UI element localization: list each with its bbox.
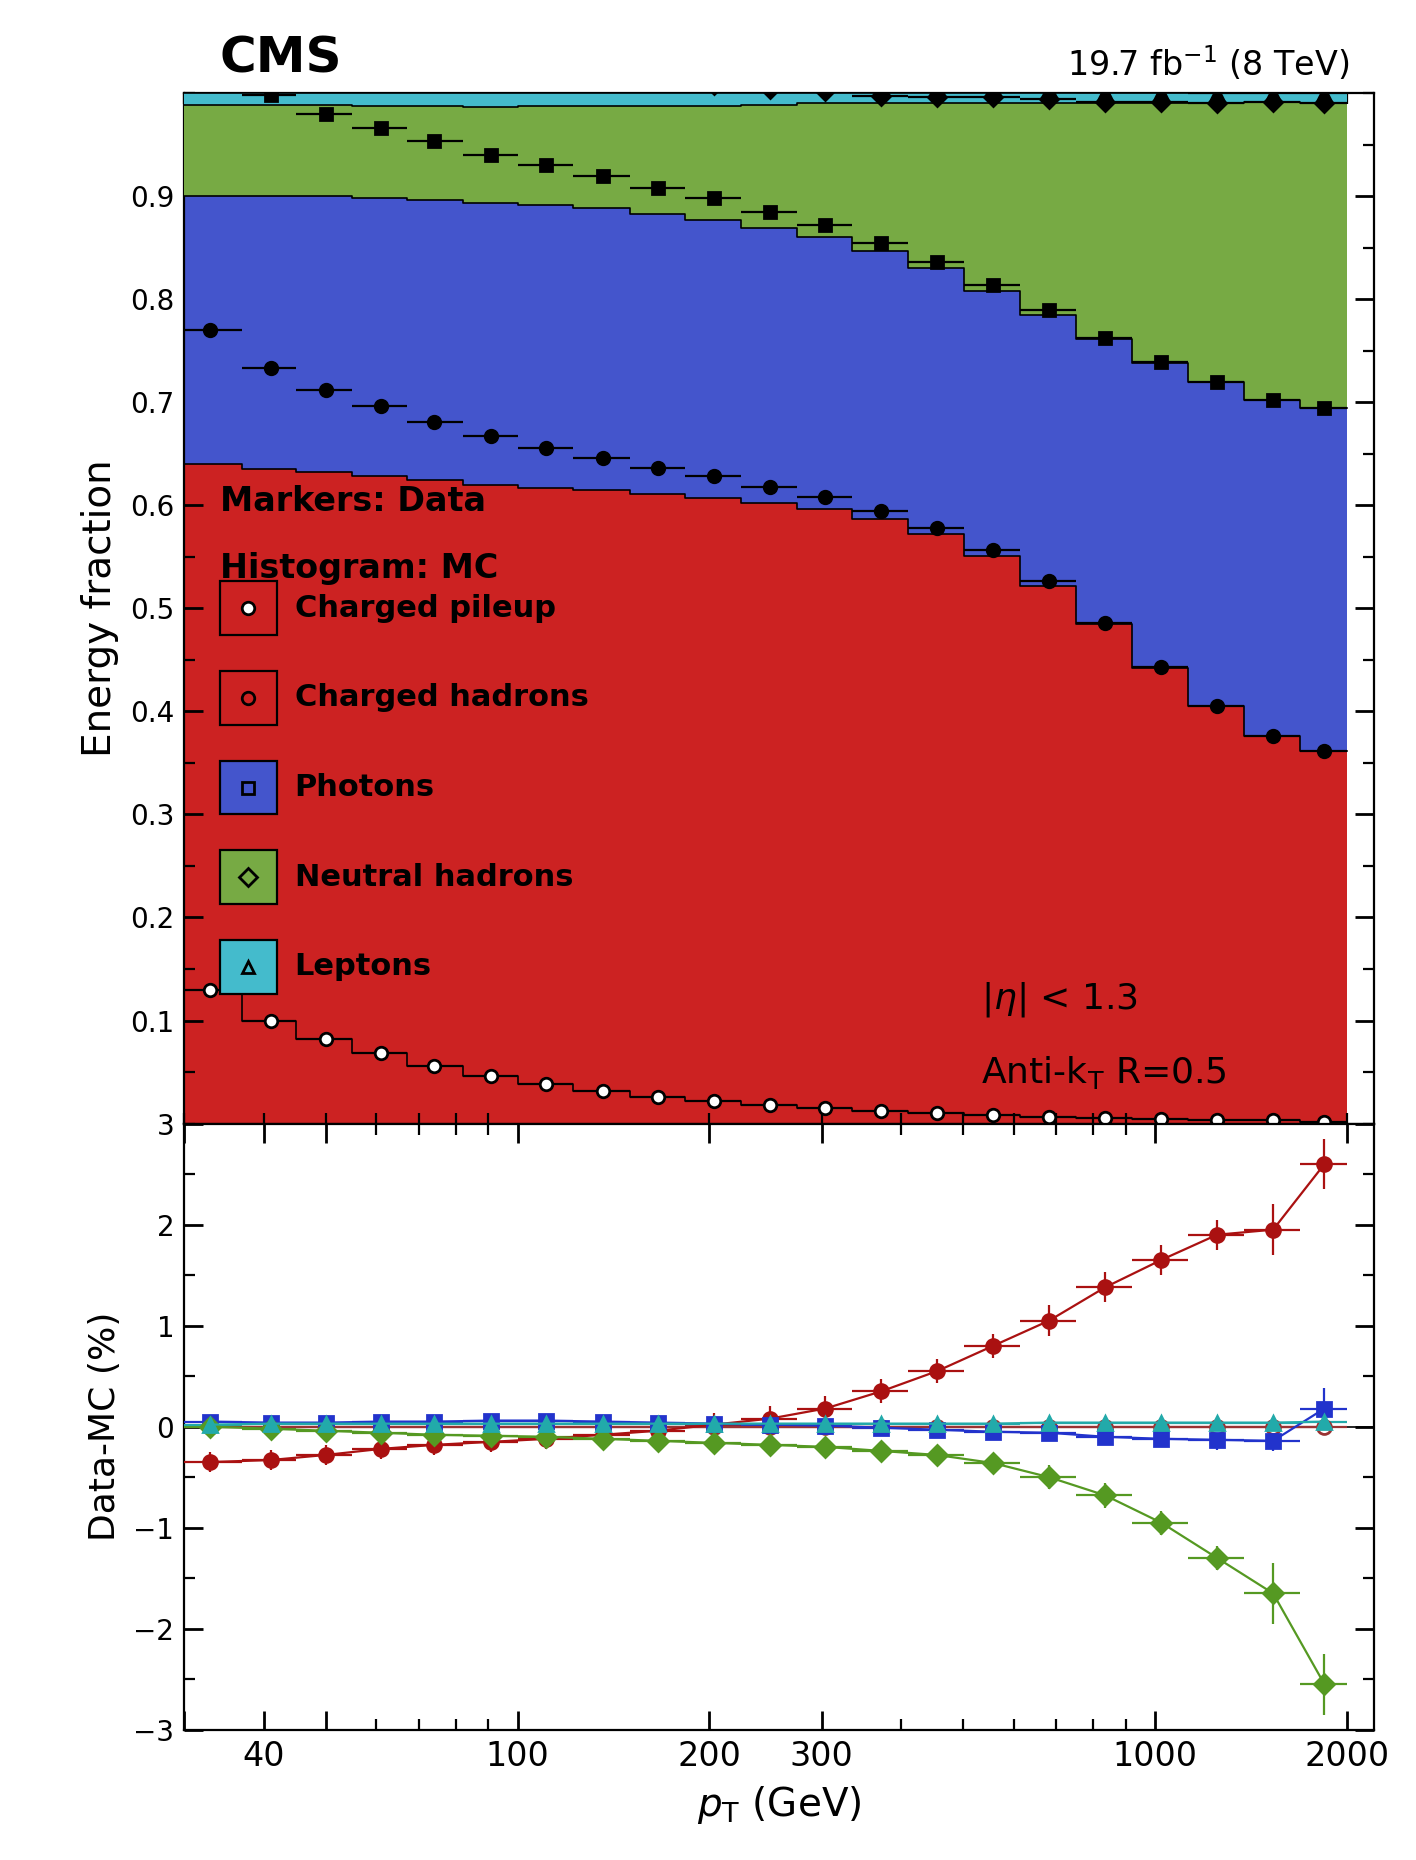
Text: Charged hadrons: Charged hadrons (295, 683, 589, 712)
Text: Photons: Photons (295, 774, 435, 802)
Bar (219, 761, 278, 815)
Bar (219, 671, 278, 725)
Text: Histogram: MC: Histogram: MC (219, 552, 498, 584)
Text: Neutral hadrons: Neutral hadrons (295, 863, 573, 891)
Text: Leptons: Leptons (295, 952, 432, 982)
Bar (219, 582, 278, 634)
Bar (219, 939, 278, 993)
Y-axis label: Data-MC (%): Data-MC (%) (88, 1311, 122, 1542)
Text: Markers: Data: Markers: Data (219, 485, 486, 517)
Text: Anti-k$_\mathrm{T}$ R=0.5: Anti-k$_\mathrm{T}$ R=0.5 (981, 1053, 1226, 1090)
Y-axis label: Energy fraction: Energy fraction (81, 459, 119, 757)
X-axis label: $p_\mathrm{T}$ (GeV): $p_\mathrm{T}$ (GeV) (697, 1784, 861, 1827)
Text: Charged pileup: Charged pileup (295, 593, 555, 623)
Text: 19.7 fb$^{-1}$ (8 TeV): 19.7 fb$^{-1}$ (8 TeV) (1068, 45, 1349, 82)
Text: CMS: CMS (219, 35, 343, 82)
Text: $|\eta|$ < 1.3: $|\eta|$ < 1.3 (981, 980, 1138, 1019)
Bar (219, 850, 278, 904)
